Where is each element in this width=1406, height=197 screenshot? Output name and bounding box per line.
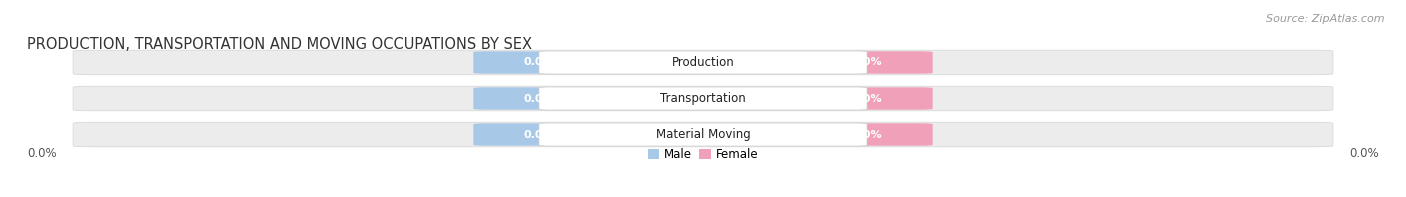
FancyBboxPatch shape — [73, 86, 1333, 111]
Text: 0.0%: 0.0% — [523, 94, 554, 103]
Text: 0.0%: 0.0% — [523, 58, 554, 68]
Text: 0.0%: 0.0% — [852, 58, 883, 68]
Text: PRODUCTION, TRANSPORTATION AND MOVING OCCUPATIONS BY SEX: PRODUCTION, TRANSPORTATION AND MOVING OC… — [27, 37, 533, 52]
FancyBboxPatch shape — [801, 51, 932, 74]
Text: 0.0%: 0.0% — [523, 129, 554, 139]
Text: Source: ZipAtlas.com: Source: ZipAtlas.com — [1267, 14, 1385, 24]
Text: 0.0%: 0.0% — [27, 147, 56, 160]
FancyBboxPatch shape — [801, 87, 932, 110]
FancyBboxPatch shape — [73, 50, 1333, 75]
FancyBboxPatch shape — [538, 87, 868, 110]
Text: 0.0%: 0.0% — [852, 129, 883, 139]
FancyBboxPatch shape — [474, 123, 605, 146]
FancyBboxPatch shape — [474, 51, 605, 74]
Text: Production: Production — [672, 56, 734, 69]
FancyBboxPatch shape — [538, 51, 868, 74]
Text: Transportation: Transportation — [661, 92, 745, 105]
Legend: Male, Female: Male, Female — [643, 143, 763, 166]
Text: Material Moving: Material Moving — [655, 128, 751, 141]
Text: 0.0%: 0.0% — [852, 94, 883, 103]
Text: 0.0%: 0.0% — [1350, 147, 1379, 160]
FancyBboxPatch shape — [474, 87, 605, 110]
FancyBboxPatch shape — [73, 122, 1333, 147]
FancyBboxPatch shape — [538, 123, 868, 146]
FancyBboxPatch shape — [801, 123, 932, 146]
